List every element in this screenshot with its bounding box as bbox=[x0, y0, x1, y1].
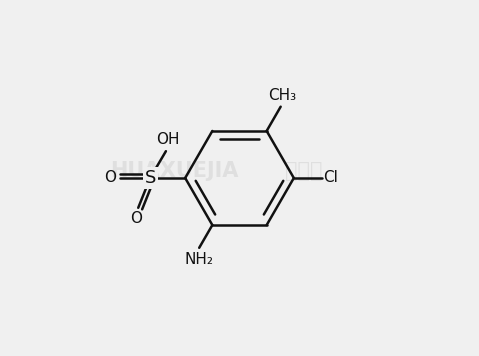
Text: Cl: Cl bbox=[324, 171, 339, 185]
Text: CH₃: CH₃ bbox=[268, 88, 297, 103]
Text: 化学加: 化学加 bbox=[285, 161, 322, 181]
Text: O: O bbox=[130, 211, 142, 226]
Text: S: S bbox=[145, 169, 156, 187]
Text: O: O bbox=[104, 171, 116, 185]
Text: OH: OH bbox=[156, 132, 180, 147]
Text: NH₂: NH₂ bbox=[185, 252, 214, 267]
Text: HUAXUEJIA: HUAXUEJIA bbox=[110, 161, 238, 181]
